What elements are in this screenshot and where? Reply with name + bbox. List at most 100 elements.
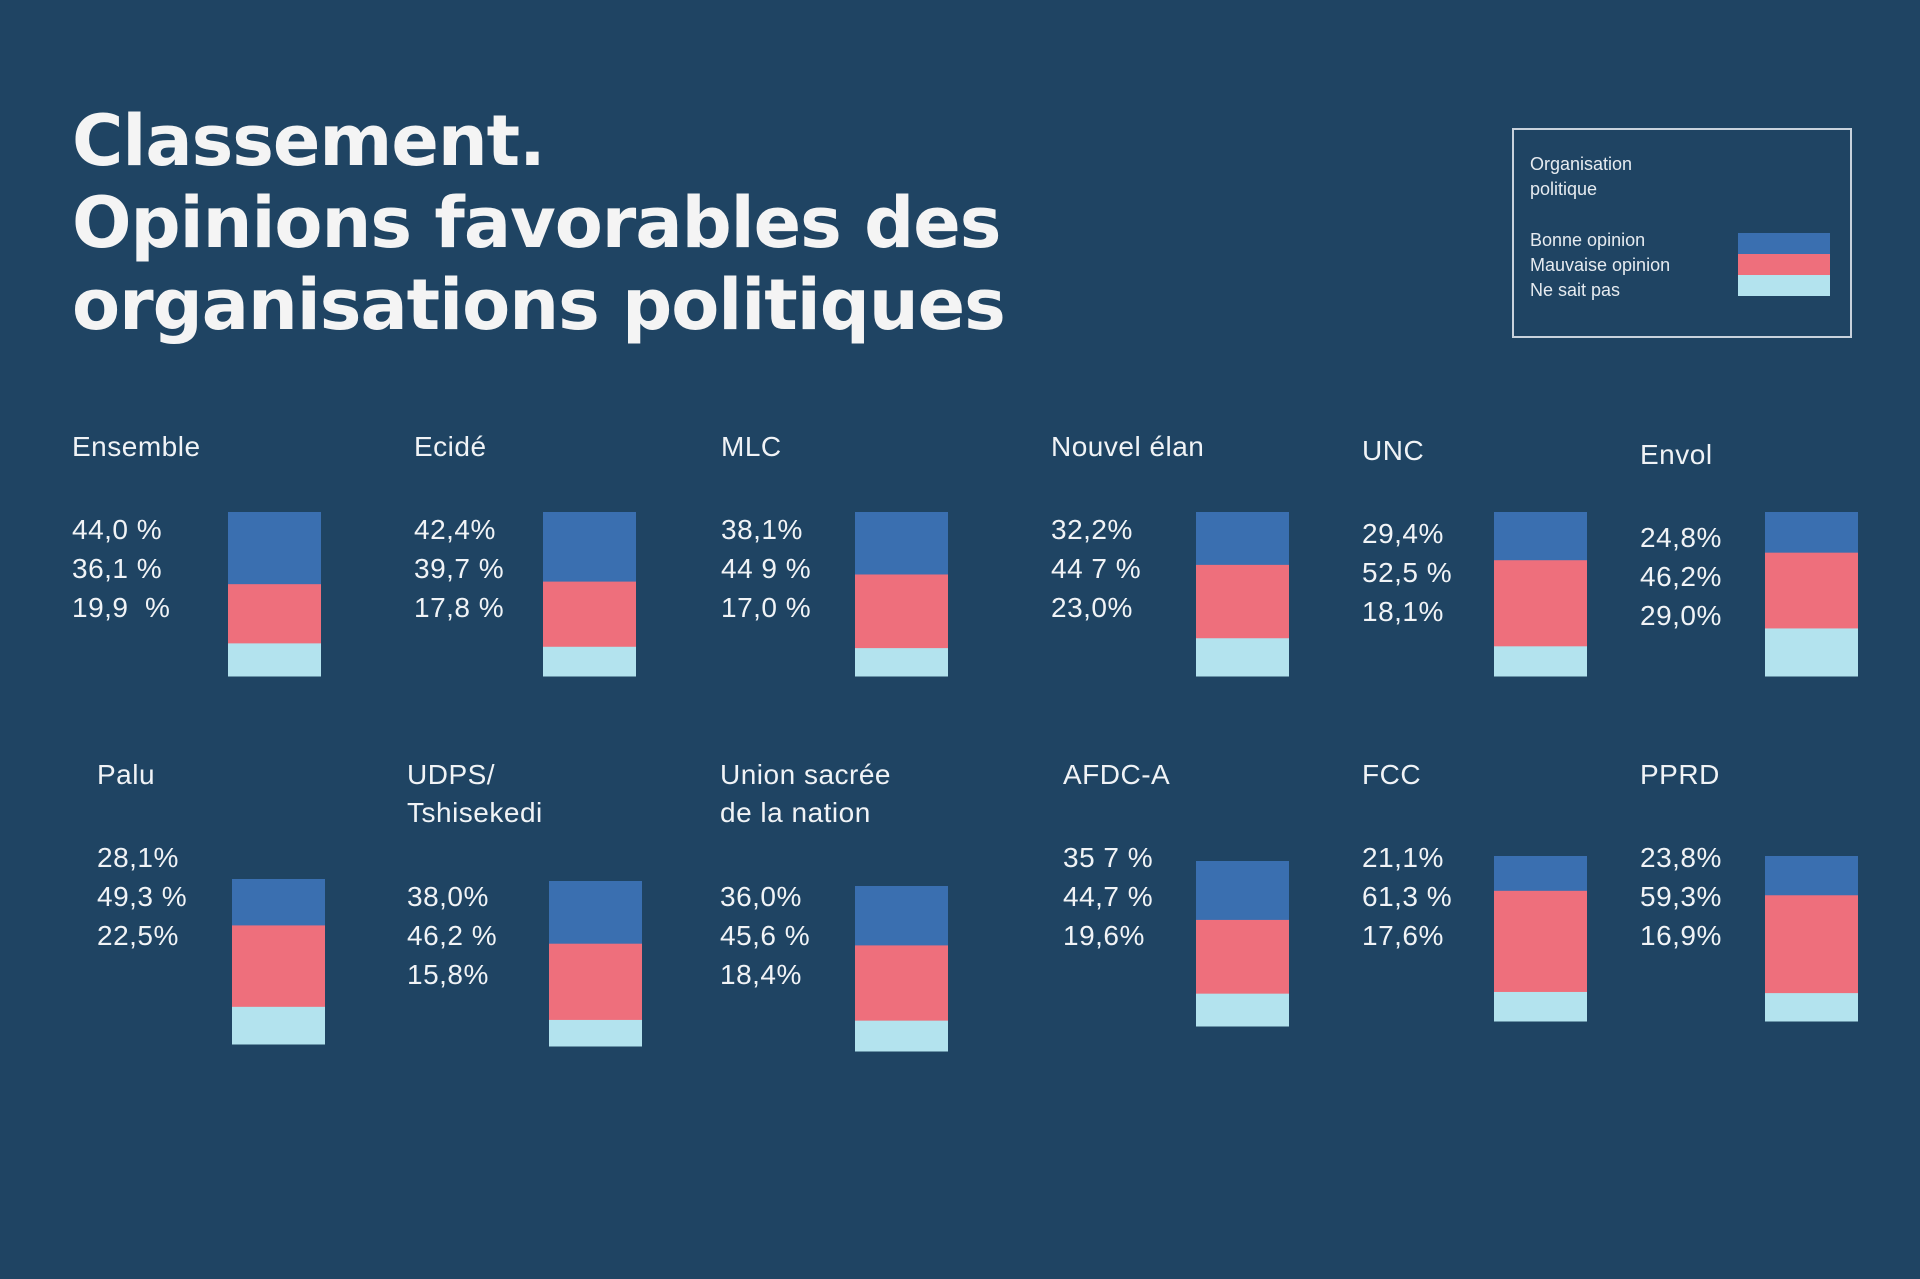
value-label-mauvaise: 44 7 % bbox=[1051, 553, 1142, 584]
bar-segment-mauvaise bbox=[549, 943, 642, 1021]
panel-values: 36,0% 45,6 % 18,4% bbox=[720, 877, 810, 994]
panel-union-sacr-e-de-la-nation: Union sacrée de la nation 36,0% 45,6 % 18,4% bbox=[720, 756, 1010, 1076]
bar-segment-mauvaise bbox=[855, 945, 948, 1022]
value-label-mauvaise: 36,1 % bbox=[72, 553, 163, 584]
value-label-bonne: 35 7 % bbox=[1063, 842, 1154, 873]
chart-title: Classement. Opinions favorables des orga… bbox=[72, 100, 1006, 346]
stacked-bar bbox=[549, 881, 642, 1047]
stacked-bar bbox=[232, 879, 325, 1045]
stacked-bar bbox=[543, 512, 636, 677]
value-label-bonne: 28,1% bbox=[97, 842, 179, 873]
value-label-nsp: 19,6% bbox=[1063, 920, 1145, 951]
value-label-bonne: 24,8% bbox=[1640, 522, 1722, 553]
bar-segment-nsp bbox=[855, 648, 948, 677]
stacked-bar bbox=[855, 512, 948, 677]
panel-mlc: MLC 38,1% 44 9 % 17,0 % bbox=[721, 428, 1011, 748]
bar-segment-bonne bbox=[549, 881, 642, 945]
stacked-bar bbox=[1765, 512, 1858, 677]
panel-pprd: PPRD 23,8% 59,3% 16,9% bbox=[1640, 756, 1920, 1076]
title-line-3: organisations politiques bbox=[72, 264, 1006, 346]
stacked-bar bbox=[855, 886, 948, 1052]
value-label-bonne: 38,1% bbox=[721, 514, 803, 545]
panel-palu: Palu 28,1% 49,3 % 22,5% bbox=[97, 756, 387, 1076]
bar-segment-nsp bbox=[855, 1020, 948, 1052]
value-label-bonne: 36,0% bbox=[720, 881, 802, 912]
bar-segment-mauvaise bbox=[855, 574, 948, 649]
legend-label-mauvaise: Mauvaise opinion bbox=[1530, 255, 1671, 275]
value-label-mauvaise: 59,3% bbox=[1640, 881, 1722, 912]
value-label-mauvaise: 39,7 % bbox=[414, 553, 505, 584]
panel-values: 29,4% 52,5 % 18,1% bbox=[1362, 514, 1452, 631]
legend-items: Bonne opinion Mauvaise opinion Ne sait p… bbox=[1530, 228, 1670, 303]
bar-segment-bonne bbox=[232, 879, 325, 926]
value-label-nsp: 18,4% bbox=[720, 959, 802, 990]
bar-segment-mauvaise bbox=[1765, 552, 1858, 629]
value-label-bonne: 44,0 % bbox=[72, 514, 163, 545]
panel-values: 23,8% 59,3% 16,9% bbox=[1640, 838, 1722, 955]
value-label-mauvaise: 44,7 % bbox=[1063, 881, 1154, 912]
stacked-bar bbox=[1196, 512, 1289, 677]
bar-segment-mauvaise bbox=[1196, 919, 1289, 995]
panel-name: Union sacrée de la nation bbox=[720, 759, 891, 828]
panel-name: Palu bbox=[97, 759, 156, 790]
panel-name: FCC bbox=[1362, 759, 1422, 790]
bar-segment-nsp bbox=[228, 643, 321, 677]
panel-values: 35 7 % 44,7 % 19,6% bbox=[1063, 838, 1153, 955]
value-label-mauvaise: 46,2% bbox=[1640, 561, 1722, 592]
value-label-mauvaise: 44 9 % bbox=[721, 553, 812, 584]
legend: Organisation politique Bonne opinion Mau… bbox=[1512, 128, 1852, 338]
panel-afdc-a: AFDC-A 35 7 % 44,7 % 19,6% bbox=[1063, 756, 1353, 1076]
value-label-mauvaise: 49,3 % bbox=[97, 881, 188, 912]
bar-segment-nsp bbox=[1765, 628, 1858, 677]
value-label-mauvaise: 61,3 % bbox=[1362, 881, 1453, 912]
panel-values: 44,0 % 36,1 % 19,9 % bbox=[72, 510, 170, 627]
bar-segment-bonne bbox=[1494, 512, 1587, 561]
value-label-bonne: 42,4% bbox=[414, 514, 496, 545]
legend-label-nsp: Ne sait pas bbox=[1530, 280, 1621, 300]
bar-segment-bonne bbox=[543, 512, 636, 583]
bar-segment-nsp bbox=[1494, 646, 1587, 677]
value-label-nsp: 17,0 % bbox=[721, 592, 812, 623]
value-label-nsp: 22,5% bbox=[97, 920, 179, 951]
panel-name: MLC bbox=[721, 431, 782, 462]
bar-segment-bonne bbox=[855, 512, 948, 575]
value-label-bonne: 29,4% bbox=[1362, 518, 1444, 549]
legend-heading: Organisation politique bbox=[1530, 154, 1633, 199]
panel-name: Envol bbox=[1640, 439, 1713, 470]
stacked-bar bbox=[1765, 856, 1858, 1022]
panel-ecid: Ecidé 42,4% 39,7 % 17,8 % bbox=[414, 428, 704, 748]
bar-segment-bonne bbox=[1494, 856, 1587, 892]
value-label-nsp: 19,9 % bbox=[72, 592, 171, 623]
stacked-bar bbox=[1196, 861, 1289, 1027]
value-label-nsp: 17,8 % bbox=[414, 592, 505, 623]
panel-values: 24,8% 46,2% 29,0% bbox=[1640, 518, 1722, 635]
bar-segment-nsp bbox=[1494, 991, 1587, 1022]
panel-values: 38,1% 44 9 % 17,0 % bbox=[721, 510, 811, 627]
value-label-bonne: 32,2% bbox=[1051, 514, 1133, 545]
value-label-nsp: 16,9% bbox=[1640, 920, 1722, 951]
bar-segment-nsp bbox=[1196, 638, 1289, 677]
legend-swatch-mauvaise bbox=[1738, 254, 1830, 275]
panel-udps-tshisekedi: UDPS/Tshisekedi 38,0% 46,2 % 15,8% bbox=[407, 756, 697, 1076]
bar-segment-nsp bbox=[1196, 993, 1289, 1027]
value-label-nsp: 17,6% bbox=[1362, 920, 1444, 951]
value-label-nsp: 29,0% bbox=[1640, 600, 1722, 631]
panel-name: AFDC-A bbox=[1063, 759, 1171, 790]
bar-segment-nsp bbox=[1765, 993, 1858, 1022]
value-label-nsp: 23,0% bbox=[1051, 592, 1133, 623]
bar-segment-bonne bbox=[1765, 512, 1858, 554]
title-line-1: Classement. bbox=[72, 100, 546, 182]
panel-nouvel-lan: Nouvel élan 32,2% 44 7 % 23,0% bbox=[1051, 428, 1341, 748]
bar-segment-mauvaise bbox=[228, 584, 321, 644]
bar-segment-bonne bbox=[1765, 856, 1858, 896]
panel-envol: Envol 24,8% 46,2% 29,0% bbox=[1640, 436, 1920, 756]
bar-segment-mauvaise bbox=[1765, 895, 1858, 994]
panel-ensemble: Ensemble 44,0 % 36,1 % 19,9 % bbox=[72, 428, 362, 748]
value-label-mauvaise: 52,5 % bbox=[1362, 557, 1453, 588]
value-label-bonne: 21,1% bbox=[1362, 842, 1444, 873]
panel-name: Ensemble bbox=[72, 431, 201, 462]
value-label-mauvaise: 45,6 % bbox=[720, 920, 811, 951]
panel-values: 21,1% 61,3 % 17,6% bbox=[1362, 838, 1452, 955]
bar-segment-mauvaise bbox=[1196, 564, 1289, 639]
legend-swatch-bonne bbox=[1738, 233, 1830, 254]
